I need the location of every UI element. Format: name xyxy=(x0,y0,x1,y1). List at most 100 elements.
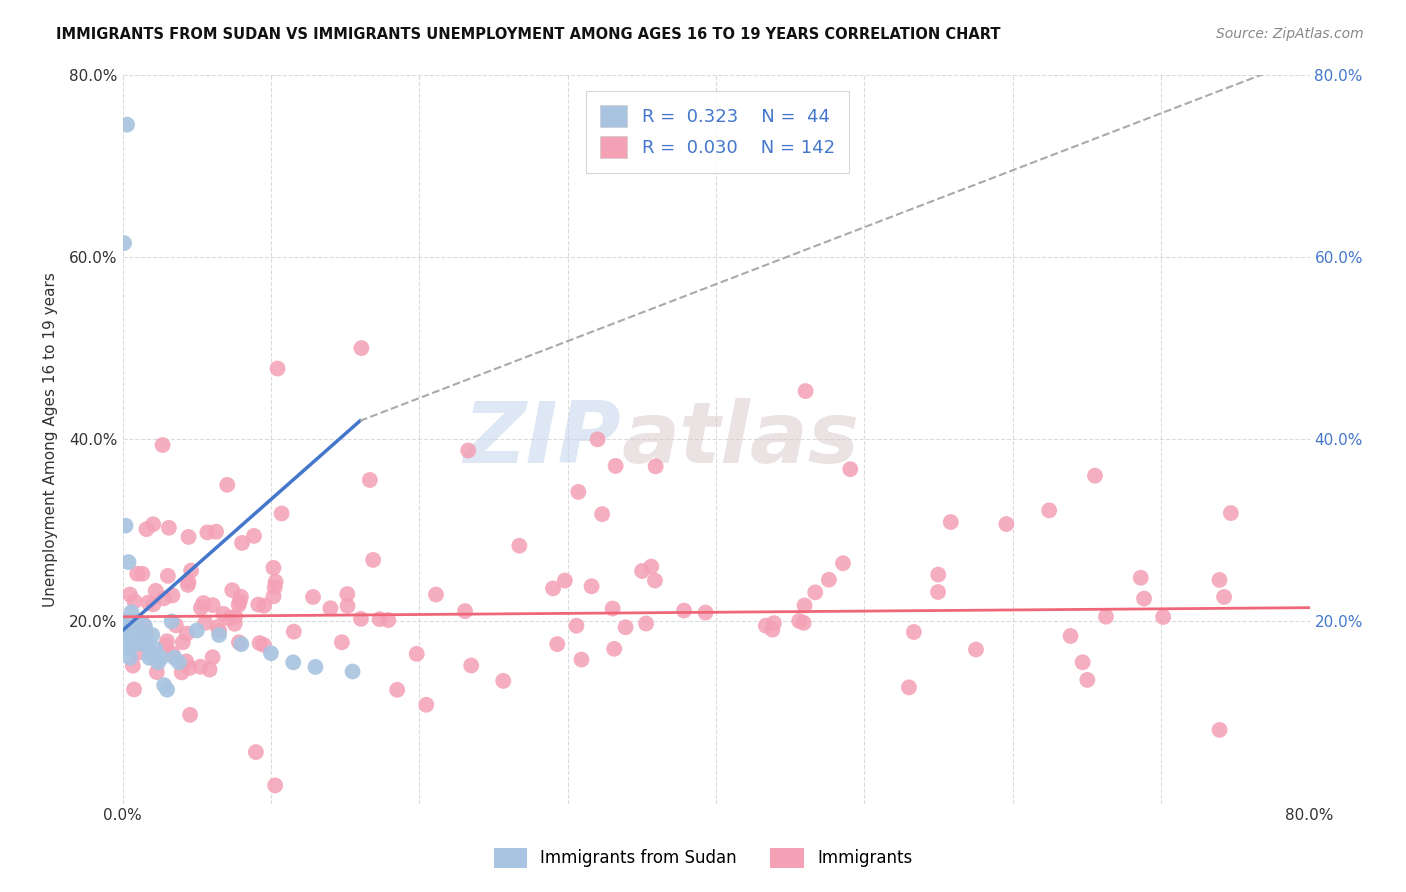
Point xyxy=(787,614,810,628)
Point xyxy=(263,580,285,594)
Point xyxy=(177,578,200,592)
Point xyxy=(541,582,564,596)
Point xyxy=(179,707,201,722)
Point xyxy=(361,553,384,567)
Point xyxy=(156,682,179,697)
Point xyxy=(342,665,364,679)
Point xyxy=(112,236,135,251)
Point xyxy=(208,628,231,642)
Point xyxy=(1071,655,1094,669)
Point xyxy=(162,589,184,603)
Point xyxy=(454,604,477,618)
Text: Source: ZipAtlas.com: Source: ZipAtlas.com xyxy=(1216,27,1364,41)
Point xyxy=(198,663,221,677)
Point xyxy=(132,617,155,632)
Point xyxy=(350,612,373,626)
Point xyxy=(1129,571,1152,585)
Point xyxy=(1219,506,1241,520)
Point xyxy=(115,632,138,647)
Point xyxy=(965,642,987,657)
Point xyxy=(131,566,153,581)
Point xyxy=(228,598,250,612)
Point xyxy=(903,625,925,640)
Point xyxy=(1059,629,1081,643)
Point xyxy=(141,628,163,642)
Point xyxy=(194,615,217,630)
Legend: R =  0.323    N =  44, R =  0.030    N = 142: R = 0.323 N = 44, R = 0.030 N = 142 xyxy=(586,91,849,173)
Point xyxy=(127,646,149,660)
Point xyxy=(262,561,284,575)
Point xyxy=(186,624,208,638)
Point xyxy=(591,507,613,521)
Point xyxy=(118,615,141,629)
Point xyxy=(567,484,589,499)
Point xyxy=(762,616,785,631)
Point xyxy=(283,656,305,670)
Point xyxy=(302,590,325,604)
Point xyxy=(136,637,159,651)
Legend: Immigrants from Sudan, Immigrants: Immigrants from Sudan, Immigrants xyxy=(486,841,920,875)
Point xyxy=(336,599,359,613)
Point xyxy=(163,650,186,665)
Point xyxy=(673,604,696,618)
Point xyxy=(405,647,427,661)
Point xyxy=(170,665,193,680)
Point xyxy=(644,459,666,474)
Point xyxy=(180,564,202,578)
Point xyxy=(131,632,153,647)
Point xyxy=(134,624,156,639)
Point xyxy=(631,564,654,578)
Point xyxy=(586,433,609,447)
Point xyxy=(804,585,827,599)
Point xyxy=(114,518,136,533)
Point xyxy=(143,641,166,656)
Point xyxy=(121,605,143,619)
Point xyxy=(117,555,139,569)
Point xyxy=(263,590,285,604)
Point xyxy=(266,361,288,376)
Point xyxy=(264,574,287,589)
Point xyxy=(201,650,224,665)
Point xyxy=(135,632,157,647)
Point xyxy=(157,521,180,535)
Point xyxy=(270,507,292,521)
Point xyxy=(224,609,246,624)
Point xyxy=(177,574,200,589)
Point xyxy=(839,462,862,476)
Point xyxy=(179,661,201,675)
Point xyxy=(135,522,157,536)
Point xyxy=(245,745,267,759)
Point xyxy=(1095,609,1118,624)
Point xyxy=(761,623,783,637)
Point xyxy=(128,628,150,642)
Point xyxy=(832,556,855,570)
Point xyxy=(319,601,342,615)
Point xyxy=(640,559,662,574)
Point xyxy=(359,473,381,487)
Point xyxy=(644,574,666,588)
Point xyxy=(132,637,155,651)
Point xyxy=(195,525,218,540)
Point xyxy=(425,588,447,602)
Point xyxy=(1152,610,1174,624)
Point xyxy=(581,579,603,593)
Point xyxy=(927,585,949,599)
Point xyxy=(1133,591,1156,606)
Point xyxy=(201,598,224,612)
Point xyxy=(546,637,568,651)
Point xyxy=(136,595,159,609)
Point xyxy=(603,641,626,656)
Point xyxy=(212,607,235,621)
Point xyxy=(134,619,156,633)
Point xyxy=(253,638,276,652)
Point xyxy=(1208,723,1230,737)
Point xyxy=(208,624,231,638)
Point xyxy=(177,530,200,544)
Point xyxy=(146,665,169,679)
Point xyxy=(571,652,593,666)
Point xyxy=(695,606,717,620)
Point xyxy=(127,566,149,581)
Y-axis label: Unemployment Among Ages 16 to 19 years: Unemployment Among Ages 16 to 19 years xyxy=(44,272,58,607)
Point xyxy=(124,594,146,608)
Point xyxy=(457,443,479,458)
